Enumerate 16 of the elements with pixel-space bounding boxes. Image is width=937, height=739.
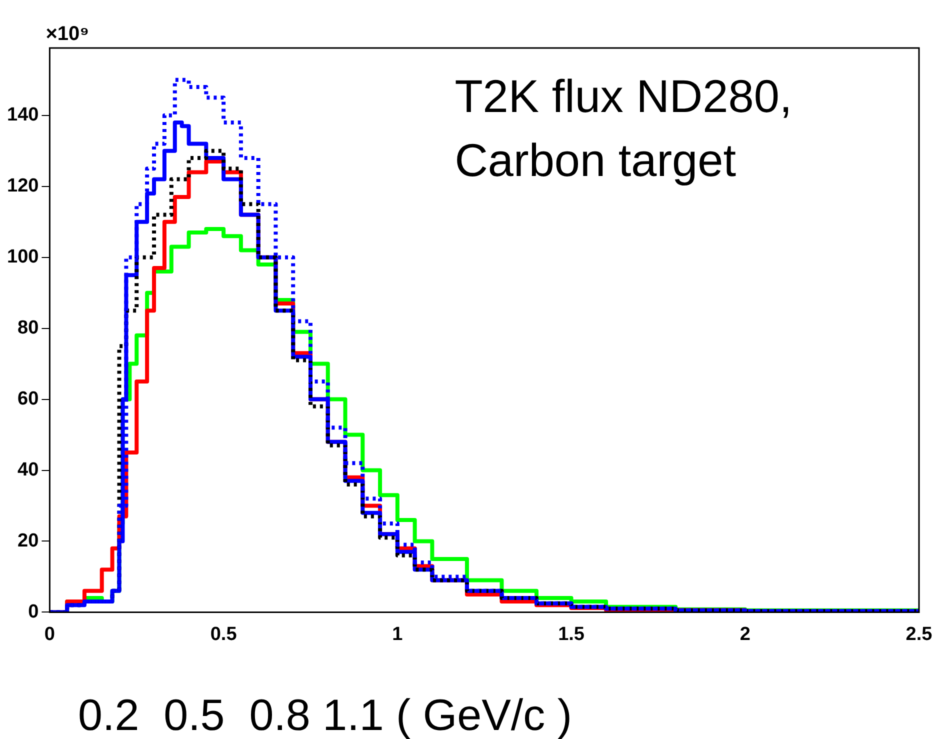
x-tick-label: 0: [44, 624, 55, 645]
x-tick-label: 0.5: [210, 624, 238, 645]
annotation: T2K flux ND280, Carbon target: [454, 70, 792, 186]
y-tick-label: 60: [18, 388, 39, 410]
x-tick-label: 2.5: [906, 624, 933, 645]
x-tick-label: 2: [740, 624, 750, 645]
y-tick-label: 0: [28, 601, 39, 622]
y-tick-label: 120: [7, 176, 39, 197]
x-tick-label: 1.5: [558, 624, 585, 645]
text: ×10⁹: [46, 23, 90, 45]
y-tick-label: 40: [18, 459, 39, 480]
y-tick-label: 80: [18, 318, 39, 339]
y-tick-label: 140: [7, 104, 39, 126]
y-tick-label: 100: [7, 246, 39, 268]
x-tick-label: 1: [392, 624, 404, 645]
y-tick-label: 20: [18, 530, 39, 552]
